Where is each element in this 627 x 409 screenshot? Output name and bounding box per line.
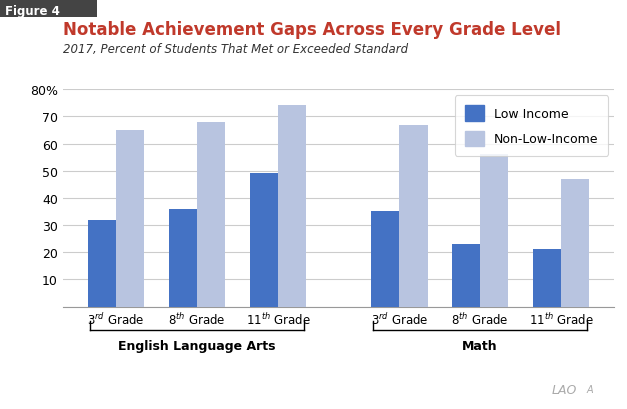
Text: A: A (586, 384, 593, 394)
Bar (278, 106, 306, 307)
Bar (197, 122, 225, 307)
Text: Notable Achievement Gaps Across Every Grade Level: Notable Achievement Gaps Across Every Gr… (63, 21, 561, 39)
Bar (116, 130, 144, 307)
Bar (452, 245, 480, 307)
Text: LAO: LAO (552, 383, 577, 396)
Bar (561, 180, 589, 307)
Text: 2017, Percent of Students That Met or Exceeded Standard: 2017, Percent of Students That Met or Ex… (63, 43, 408, 56)
Bar (533, 250, 561, 307)
Legend: Low Income, Non-Low-Income: Low Income, Non-Low-Income (455, 96, 608, 157)
Bar (480, 155, 508, 307)
Bar (250, 174, 278, 307)
Text: Math: Math (462, 339, 498, 352)
Bar (88, 220, 116, 307)
Bar (371, 212, 399, 307)
Text: Figure 4: Figure 4 (5, 5, 60, 18)
Text: English Language Arts: English Language Arts (119, 339, 276, 352)
Bar (169, 209, 197, 307)
Bar (399, 125, 428, 307)
